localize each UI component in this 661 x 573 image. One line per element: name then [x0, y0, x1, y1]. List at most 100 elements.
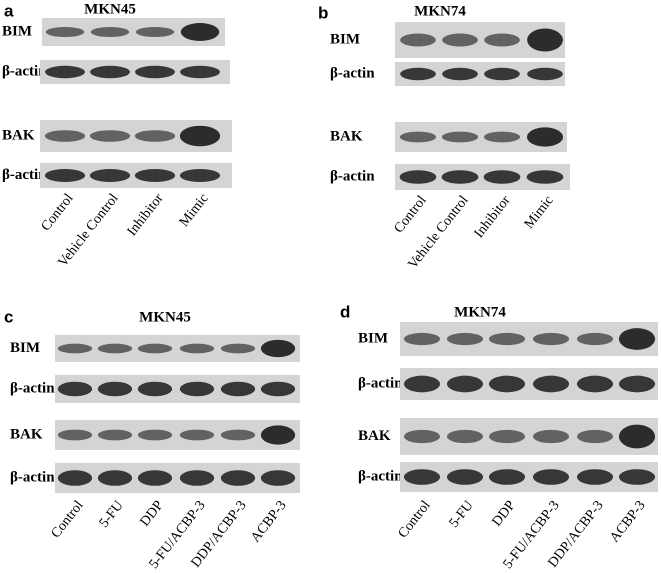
row-label: BIM — [330, 31, 360, 47]
band — [137, 343, 173, 354]
panel-letter: b — [318, 3, 328, 22]
band — [488, 332, 526, 346]
band — [89, 169, 131, 182]
blot-background — [400, 368, 658, 400]
band — [399, 131, 437, 143]
band — [532, 469, 570, 485]
band — [179, 381, 215, 397]
band — [89, 130, 131, 142]
row-label: β-actin — [2, 63, 47, 79]
band — [45, 26, 85, 38]
band — [260, 339, 296, 358]
band — [618, 424, 656, 449]
row-label: β-actin — [358, 375, 403, 391]
band — [576, 469, 614, 485]
band — [44, 169, 86, 182]
band — [135, 65, 175, 79]
band — [179, 169, 221, 182]
band — [484, 67, 520, 81]
band — [403, 469, 441, 485]
band — [260, 470, 296, 486]
band — [483, 170, 521, 184]
band — [526, 127, 564, 147]
panel-title: MKN45 — [84, 1, 136, 17]
panel-letter: a — [4, 1, 14, 20]
band — [618, 375, 656, 393]
panel-title: MKN45 — [139, 309, 191, 325]
lane-label: Control — [392, 193, 430, 236]
band — [442, 33, 478, 47]
band — [442, 67, 478, 81]
band — [260, 425, 296, 445]
band — [57, 381, 93, 397]
row-label: BAK — [358, 428, 391, 444]
band — [137, 429, 173, 441]
band — [97, 470, 133, 486]
band — [484, 33, 520, 47]
band — [137, 470, 173, 486]
band — [179, 125, 221, 147]
band — [97, 381, 133, 397]
band — [403, 375, 441, 393]
band — [527, 67, 563, 81]
lane-label: 5-FU — [447, 498, 477, 531]
row-label: BIM — [10, 340, 40, 356]
band — [220, 429, 256, 441]
band — [135, 26, 175, 38]
band — [97, 343, 133, 354]
band — [134, 130, 176, 142]
band — [488, 375, 526, 393]
band — [179, 470, 215, 486]
band — [220, 343, 256, 354]
blot-background — [400, 322, 658, 356]
lane-label: Mimic — [522, 193, 557, 232]
band — [527, 28, 563, 52]
band — [180, 65, 220, 79]
band — [400, 33, 436, 47]
band — [44, 130, 86, 142]
blot-background — [55, 335, 300, 362]
band — [45, 65, 85, 79]
row-label: β-actin — [330, 65, 375, 81]
band — [220, 381, 256, 397]
row-label: BAK — [10, 426, 43, 442]
band — [532, 429, 570, 444]
band — [488, 469, 526, 485]
blot-background — [55, 375, 300, 403]
band — [403, 429, 441, 444]
band — [399, 170, 437, 184]
row-label: BIM — [358, 330, 388, 346]
band — [532, 332, 570, 346]
blot-background — [55, 420, 300, 450]
lane-label: Control — [49, 498, 87, 541]
row-label: β-actin — [10, 469, 55, 485]
band — [90, 26, 130, 38]
band — [220, 470, 256, 486]
band — [446, 429, 484, 444]
band — [576, 332, 614, 346]
lane-label: Mimic — [177, 191, 212, 230]
panel-title: MKN74 — [414, 3, 466, 19]
row-label: β-actin — [358, 468, 403, 484]
panel-title: MKN74 — [454, 304, 506, 320]
lane-label: Inhibitor — [472, 193, 514, 241]
band — [618, 328, 656, 350]
band — [532, 375, 570, 393]
lane-label: 5-FU — [97, 498, 127, 531]
band — [526, 170, 564, 184]
band — [446, 332, 484, 346]
blot-background — [400, 462, 658, 492]
blot-background — [400, 418, 658, 455]
row-label: BAK — [2, 127, 35, 143]
band — [57, 343, 93, 354]
band — [57, 470, 93, 486]
band — [446, 375, 484, 393]
lane-label: DDP — [138, 498, 167, 529]
row-label: BIM — [2, 23, 32, 39]
band — [441, 170, 479, 184]
band — [576, 375, 614, 393]
band — [441, 131, 479, 143]
row-label: β-actin — [2, 167, 47, 183]
band — [97, 429, 133, 441]
